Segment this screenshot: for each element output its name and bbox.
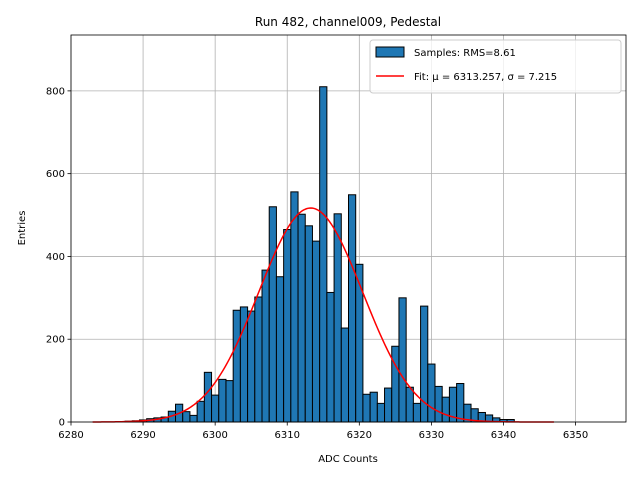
- histogram-bar: [412, 402, 422, 423]
- y-axis-label: Entries: [17, 211, 28, 246]
- x-tick-label: 6280: [58, 430, 83, 441]
- histogram-bar: [203, 371, 213, 423]
- x-axis-label: ADC Counts: [318, 454, 378, 465]
- y-tick-label: 200: [46, 335, 65, 346]
- histogram-bar: [196, 400, 205, 423]
- histogram-bar: [225, 380, 234, 423]
- histogram-bar: [182, 411, 191, 423]
- histogram-bar: [355, 263, 364, 423]
- histogram-bar: [427, 363, 436, 423]
- histogram-bar: [311, 240, 321, 423]
- histogram-bar: [398, 297, 407, 423]
- y-tick-label: 600: [46, 169, 65, 180]
- histogram-bar: [441, 396, 450, 423]
- legend-label-fit: Fit: μ = 6313.257, σ = 7.215: [414, 72, 557, 83]
- x-tick-label: 6310: [275, 430, 300, 441]
- histogram-bar: [261, 269, 270, 423]
- histogram-bar: [391, 345, 400, 423]
- gaussian-fit-line: [92, 207, 554, 423]
- histogram-bar: [319, 86, 328, 423]
- histogram-bar: [333, 213, 342, 423]
- histogram-bar: [239, 306, 249, 423]
- histogram-bar: [434, 385, 443, 423]
- x-tick-label: 6290: [130, 430, 155, 441]
- chart-title: Run 482, channel009, Pedestal: [255, 15, 441, 29]
- histogram-bar: [340, 327, 349, 423]
- legend-bar-swatch: [375, 46, 405, 58]
- y-axis-ticks: 0 200 400 600 800: [46, 86, 71, 429]
- y-tick-label: 800: [46, 86, 65, 97]
- histogram-bar: [247, 310, 256, 423]
- histogram-bar: [211, 394, 220, 423]
- histogram-bar: [369, 391, 378, 423]
- legend: Samples: RMS=8.61 Fit: μ = 6313.257, σ =…: [369, 39, 622, 94]
- legend-box: [369, 39, 622, 94]
- histogram-bar: [304, 225, 313, 423]
- histogram-bar: [326, 291, 335, 423]
- legend-label-samples: Samples: RMS=8.61: [414, 48, 516, 59]
- histogram-bar: [348, 194, 357, 423]
- histogram-bar: [268, 206, 277, 423]
- x-tick-label: 6340: [491, 430, 516, 441]
- histogram-bar: [290, 191, 299, 423]
- histogram-bar: [297, 213, 306, 423]
- plot-frame: [70, 34, 627, 423]
- x-tick-label: 6350: [563, 430, 588, 441]
- histogram-bar: [218, 378, 227, 423]
- histogram-bar: [362, 393, 371, 423]
- x-tick-label: 6320: [347, 430, 372, 441]
- histogram-bar: [232, 309, 241, 423]
- x-axis-ticks: 6280 6290 6300 6310 6320 6330 6340 6350: [58, 422, 588, 441]
- x-tick-label: 6300: [202, 430, 227, 441]
- histogram-bar: [189, 414, 198, 423]
- x-tick-label: 6330: [419, 430, 444, 441]
- histogram-bar: [275, 276, 285, 423]
- y-tick-label: 400: [46, 252, 65, 263]
- y-tick-label: 0: [59, 418, 65, 429]
- histogram-bar: [456, 383, 465, 423]
- histogram-bar: [376, 402, 386, 423]
- histogram-bar: [405, 386, 414, 423]
- histogram-bar: [254, 296, 263, 423]
- histogram-bar: [384, 387, 393, 423]
- histogram-bar: [283, 229, 292, 423]
